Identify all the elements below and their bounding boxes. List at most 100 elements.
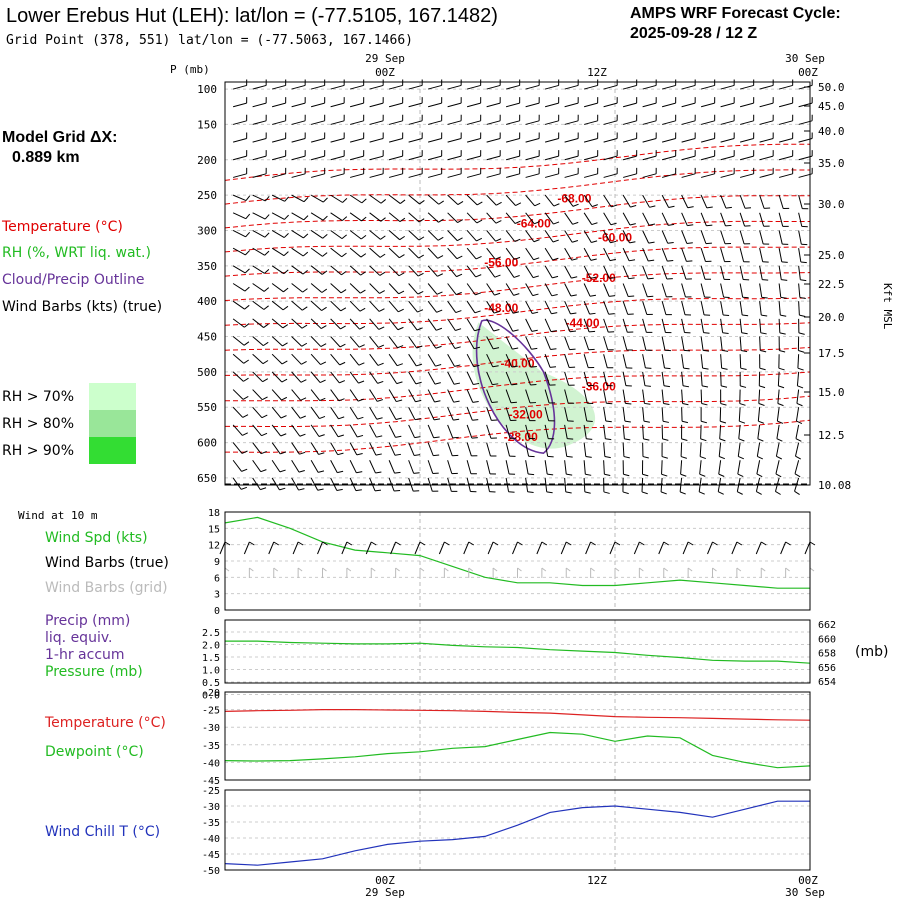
wind-barb	[271, 283, 284, 293]
wind-barb	[291, 173, 306, 178]
wind-barb-flag	[476, 201, 483, 206]
wind-barb	[232, 120, 247, 125]
wind-barb	[447, 173, 462, 178]
wind-barb	[525, 230, 535, 243]
wind-barb	[505, 300, 514, 314]
wind-barb-flag	[609, 295, 616, 297]
wind-barb	[505, 194, 516, 206]
wind-barb	[310, 318, 322, 329]
wind-barb-flag	[280, 433, 287, 437]
wind-barb	[544, 173, 559, 178]
wind-barb	[622, 84, 637, 90]
wind-barb	[408, 194, 420, 205]
wind-barb	[777, 371, 780, 386]
wind-barb	[642, 318, 647, 333]
wind-barb	[408, 212, 420, 223]
wind-barb-flag	[682, 385, 690, 388]
wind-barb	[388, 460, 396, 474]
wind-barb-flag	[321, 288, 328, 293]
sfc-wind-barb-true	[536, 541, 543, 555]
wind-barb-flag	[473, 382, 480, 385]
wind-barb	[796, 389, 800, 404]
wind-barb-flag	[438, 218, 444, 223]
pressure-tick-label: 450	[197, 331, 217, 344]
wind-barb	[564, 120, 579, 125]
wind-barb	[680, 460, 683, 475]
wind-barb	[252, 265, 265, 274]
sfc-wind-barb-grid-flag	[687, 567, 693, 572]
wind-barb-flag	[242, 395, 249, 400]
y-tick-label: 18	[208, 508, 220, 519]
wind-barb-flag	[456, 255, 463, 260]
wind-barb-flag	[680, 473, 687, 477]
wind-barb	[603, 102, 618, 108]
wind-barb	[486, 389, 493, 403]
wind-barb	[252, 300, 265, 310]
wind-barb-flag	[648, 223, 656, 226]
wind-barb-flag	[455, 328, 462, 332]
wind-barb	[622, 424, 625, 439]
wind-barb	[427, 247, 439, 259]
wind-barb	[739, 173, 754, 178]
wind-barb	[720, 283, 725, 298]
wind-barb	[349, 389, 359, 402]
wind-barb-flag	[457, 219, 464, 224]
wind-barb	[700, 247, 706, 262]
dewpoint-label: Dewpoint (°C)	[45, 744, 144, 760]
wind-barb-flag	[547, 473, 554, 476]
wind-barb	[642, 84, 657, 90]
wind-barb-flag	[454, 364, 461, 367]
wind-barb-flag	[279, 469, 286, 473]
wind-barb-flag	[322, 234, 328, 239]
temperature-contour	[225, 395, 811, 427]
sfc-wind-barb-true	[341, 541, 348, 555]
wind-barb	[700, 194, 708, 209]
wind-barb	[622, 194, 631, 208]
wind-barb	[583, 247, 592, 261]
wind-barb	[720, 173, 735, 178]
wind-barb-flag	[437, 255, 444, 259]
wind-barb	[388, 318, 399, 331]
wind-barb-flag	[625, 402, 632, 405]
wind-barb	[252, 212, 266, 220]
wind-barb-flag	[775, 491, 781, 495]
wind-barb-flag	[551, 312, 558, 315]
wind-barb	[310, 300, 322, 311]
wind-barb-flag	[263, 287, 270, 292]
wind-barb	[700, 265, 706, 280]
wind-barb-flag	[436, 291, 443, 295]
wind-barb	[330, 247, 343, 258]
wind-barb	[544, 102, 559, 108]
temperature-contour	[224, 272, 811, 301]
pressure-line	[225, 640, 811, 664]
wind-barb	[622, 283, 629, 297]
wind-barb	[739, 265, 744, 280]
wind-barb-flag	[648, 259, 655, 262]
wind-speed-line	[224, 516, 810, 589]
wind-barb-flag	[415, 381, 422, 385]
wind-barb	[700, 301, 705, 315]
wind-barb	[232, 137, 247, 143]
wind-barb-flag	[679, 491, 686, 495]
wind-barb	[291, 194, 305, 203]
wind-barb	[681, 173, 696, 178]
wind-barb	[700, 283, 706, 298]
wind-barb	[466, 173, 481, 178]
legend-cloud: Cloud/Precip Outline	[2, 272, 145, 288]
temperature-contour-label: -44.00	[565, 316, 599, 330]
wind-barb	[252, 406, 263, 419]
wind-barb	[661, 460, 663, 475]
wind-barb	[408, 84, 423, 90]
wind-barb	[642, 155, 657, 161]
sfc-wind-barb-grid-flag	[492, 567, 498, 572]
wind-barb-flag	[475, 256, 482, 260]
wind-barb-flag	[667, 241, 674, 244]
wind-barb	[603, 265, 611, 279]
wind10m-panel: 18 15 12 9 6 3 0	[208, 508, 816, 617]
wind-barb	[583, 120, 598, 125]
wind-barb-flag	[376, 435, 383, 438]
windchill-label: Wind Chill T (°C)	[45, 824, 160, 840]
pressure-tick-label: 600	[197, 437, 217, 450]
wind-barb	[622, 265, 630, 279]
wind-barb-flag	[552, 275, 559, 279]
